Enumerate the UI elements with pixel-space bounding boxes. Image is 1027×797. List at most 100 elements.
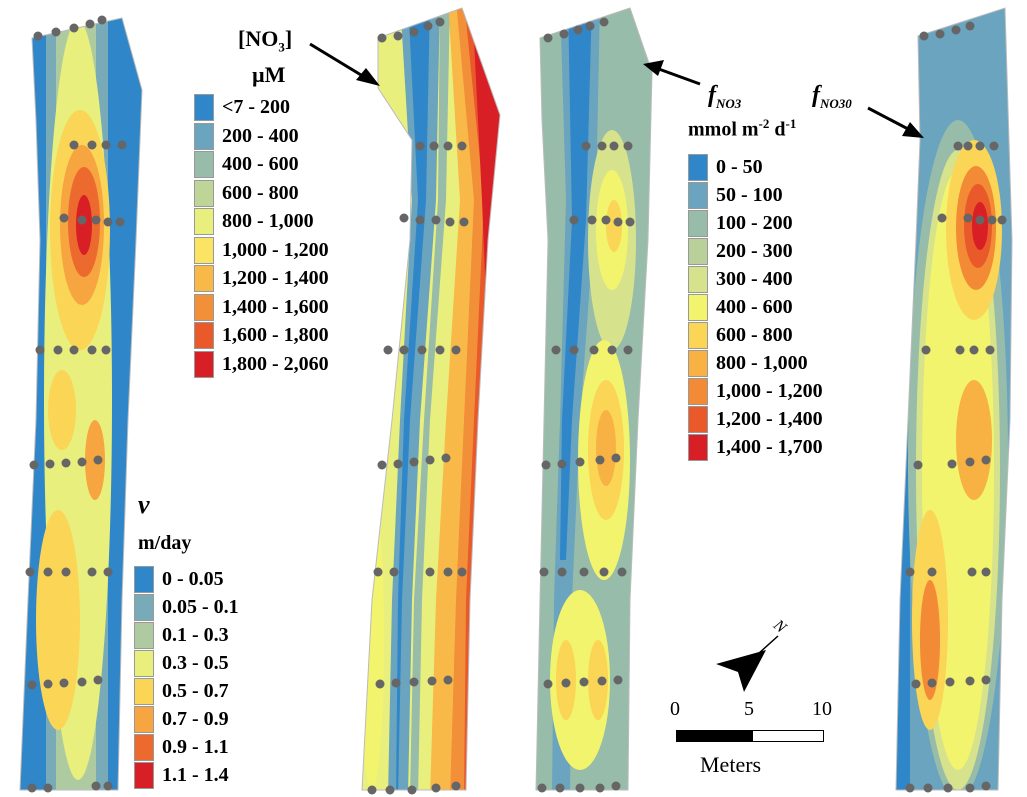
sample-point <box>555 783 565 793</box>
sample-point <box>599 567 609 577</box>
sample-point <box>457 567 467 577</box>
sample-point <box>415 215 425 225</box>
velocity-legend-label: 0.5 - 0.7 <box>162 680 229 702</box>
sample-point <box>575 783 585 793</box>
no3-legend-row: 1,200 - 1,400 <box>194 265 329 292</box>
no3-legend-swatch <box>194 322 214 349</box>
fno30-flux-map <box>896 8 1012 790</box>
sample-point <box>399 213 409 223</box>
fno3-flux-map <box>536 8 652 790</box>
sample-point <box>965 783 975 793</box>
sample-point <box>905 567 915 577</box>
sample-point <box>69 345 79 355</box>
flux-legend-swatch <box>688 406 708 433</box>
sample-point <box>963 213 973 223</box>
sample-point <box>423 21 433 31</box>
no3-legend-row: 200 - 400 <box>194 122 299 150</box>
sample-point <box>45 459 55 469</box>
sample-point <box>969 345 979 355</box>
sample-point <box>569 215 579 225</box>
fno3-pointer-arrow <box>643 60 701 86</box>
no3-legend-row: 600 - 800 <box>194 179 299 207</box>
sample-point <box>27 680 37 690</box>
flux-legend-label: 400 - 600 <box>716 296 793 318</box>
sample-point <box>613 675 623 685</box>
sample-point <box>911 679 921 689</box>
flux-legend-label: 1,000 - 1,200 <box>716 380 823 402</box>
sample-point <box>905 783 915 793</box>
no3-legend-label: 1,600 - 1,800 <box>222 324 329 346</box>
sample-point <box>543 33 553 43</box>
sample-point <box>377 33 387 43</box>
velocity-legend-swatch <box>134 566 154 593</box>
sample-point <box>117 140 127 150</box>
sample-point <box>975 215 985 225</box>
velocity-legend-symbol: v <box>138 490 150 519</box>
sample-point <box>59 678 69 688</box>
sample-point <box>425 567 435 577</box>
scale-tick-10: 10 <box>812 698 832 720</box>
no3-legend-label: 1,000 - 1,200 <box>222 238 329 261</box>
scale-bar-white <box>752 730 824 742</box>
sample-point <box>597 676 607 686</box>
sample-point <box>581 141 591 151</box>
sample-point <box>409 677 419 687</box>
sample-point <box>77 215 87 225</box>
sample-point <box>457 141 467 151</box>
no3-legend-row: 1,600 - 1,800 <box>194 322 329 349</box>
sample-point <box>451 781 461 791</box>
sample-point <box>443 675 453 685</box>
sample-point <box>579 567 589 577</box>
sample-point <box>87 140 97 150</box>
flux-legend-swatch <box>688 434 708 461</box>
sample-point <box>61 567 71 577</box>
sample-point <box>407 785 417 795</box>
sample-point <box>951 25 961 35</box>
sample-point <box>429 141 439 151</box>
velocity-legend-units: m/day <box>138 532 192 554</box>
flux-legend-row: 1,200 - 1,400 <box>688 406 823 433</box>
sample-point <box>101 345 111 355</box>
flux-legend-row: 50 - 100 <box>688 182 783 209</box>
sample-point <box>441 453 451 463</box>
sample-point <box>393 459 403 469</box>
flux-legend-label: 200 - 300 <box>716 240 793 262</box>
sample-point <box>575 457 585 467</box>
sample-point <box>87 345 97 355</box>
flux-legend-label: 0 - 50 <box>716 156 763 178</box>
flux-legend-swatch <box>688 210 708 237</box>
no3-legend: [NO3] µM <7 - 200 200 - 400 400 - 600 600 -… <box>194 26 394 386</box>
sample-point <box>43 679 53 689</box>
scale-bar: 0 5 10 Meters <box>640 698 870 778</box>
sample-point <box>43 567 53 577</box>
sample-point <box>541 460 551 470</box>
velocity-legend-swatch <box>134 734 154 761</box>
sample-point <box>913 460 923 470</box>
sample-point <box>77 457 87 467</box>
sample-point <box>29 460 39 470</box>
sample-point <box>601 215 611 225</box>
sample-point <box>975 141 985 151</box>
sample-point <box>459 217 469 227</box>
fno30-label: fNO30 <box>812 82 852 111</box>
flux-legend-label: 600 - 800 <box>716 324 793 346</box>
sample-point <box>559 29 569 39</box>
sample-point <box>611 453 621 463</box>
velocity-legend-row: 0 - 0.05 <box>134 566 224 593</box>
sample-point <box>623 345 633 355</box>
velocity-legend-swatch <box>134 706 154 733</box>
no3-legend-row: 400 - 600 <box>194 151 299 178</box>
sample-point <box>431 215 441 225</box>
sample-point <box>613 217 623 227</box>
sample-point <box>59 213 69 223</box>
sample-point <box>391 678 401 688</box>
sample-point <box>431 783 441 793</box>
velocity-legend-row: 0.05 - 0.1 <box>134 594 239 621</box>
velocity-legend-swatch <box>134 762 154 789</box>
sample-point <box>427 676 437 686</box>
flux-legend-swatch <box>688 294 708 321</box>
sample-point <box>599 17 609 27</box>
sample-point <box>927 567 937 577</box>
velocity-legend-label: 0.05 - 0.1 <box>162 596 239 618</box>
velocity-legend-swatch <box>134 622 154 649</box>
